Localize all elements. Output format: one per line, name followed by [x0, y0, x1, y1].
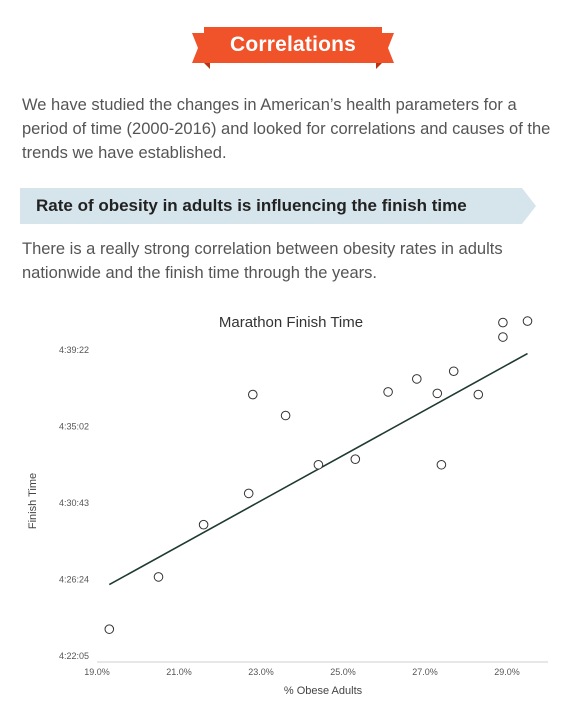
banner-title: Correlations — [229, 33, 357, 56]
data-point — [436, 459, 447, 470]
y-tick-label: 4:22:05 — [59, 651, 89, 661]
y-tick-label: 4:39:22 — [59, 345, 89, 355]
data-point — [248, 389, 258, 400]
data-point — [243, 488, 254, 499]
scatter-chart: Marathon Finish Time % Obese Adults Fini… — [27, 314, 548, 697]
data-point — [473, 389, 484, 400]
x-tick-label: 29.0% — [494, 667, 520, 677]
section-paragraph: There is a really strong correlation bet… — [22, 240, 503, 282]
data-point — [498, 317, 508, 328]
data-point — [448, 366, 459, 377]
data-point — [350, 454, 361, 464]
data-point — [412, 374, 422, 384]
data-point — [498, 332, 508, 342]
data-point — [198, 519, 209, 530]
y-tick-label: 4:26:24 — [59, 575, 89, 585]
data-point — [280, 410, 291, 421]
data-point — [522, 316, 533, 326]
intro-paragraph: We have studied the changes in American’… — [22, 96, 551, 162]
section-banner: Correlations — [192, 27, 394, 71]
section-heading-bar: Rate of obesity in adults is influencing… — [20, 188, 536, 224]
y-tick-label: 4:35:02 — [59, 422, 89, 432]
y-tick-label: 4:30:43 — [59, 498, 89, 508]
x-tick-label: 27.0% — [412, 667, 438, 677]
section-title: Rate of obesity in adults is influencing… — [36, 196, 467, 215]
banner-ribbon — [192, 27, 394, 69]
x-tick-label: 25.0% — [330, 667, 356, 677]
chart-title: Marathon Finish Time — [219, 314, 363, 331]
data-point — [432, 388, 443, 399]
data-point — [104, 624, 115, 634]
x-axis-label: % Obese Adults — [284, 685, 363, 697]
data-point — [383, 387, 393, 397]
data-point — [313, 459, 324, 470]
x-tick-label: 19.0% — [84, 667, 110, 677]
x-tick-label: 23.0% — [248, 667, 274, 677]
y-axis-label: Finish Time — [27, 473, 39, 529]
x-tick-label: 21.0% — [166, 667, 192, 677]
data-point — [153, 572, 164, 582]
section-bar-shape — [20, 188, 536, 224]
